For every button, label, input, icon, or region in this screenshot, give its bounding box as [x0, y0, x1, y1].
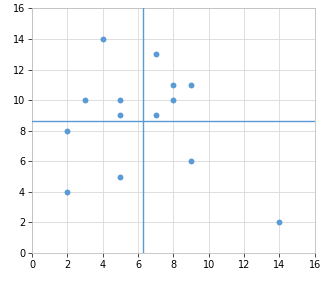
Point [118, 174, 123, 179]
Point [65, 128, 70, 133]
Point [65, 189, 70, 194]
Point [171, 98, 176, 102]
Point [153, 52, 158, 56]
Point [277, 220, 282, 225]
Point [118, 113, 123, 118]
Point [153, 113, 158, 118]
Point [100, 37, 105, 41]
Point [171, 83, 176, 87]
Point [188, 83, 194, 87]
Point [82, 98, 88, 102]
Point [188, 159, 194, 164]
Point [118, 98, 123, 102]
